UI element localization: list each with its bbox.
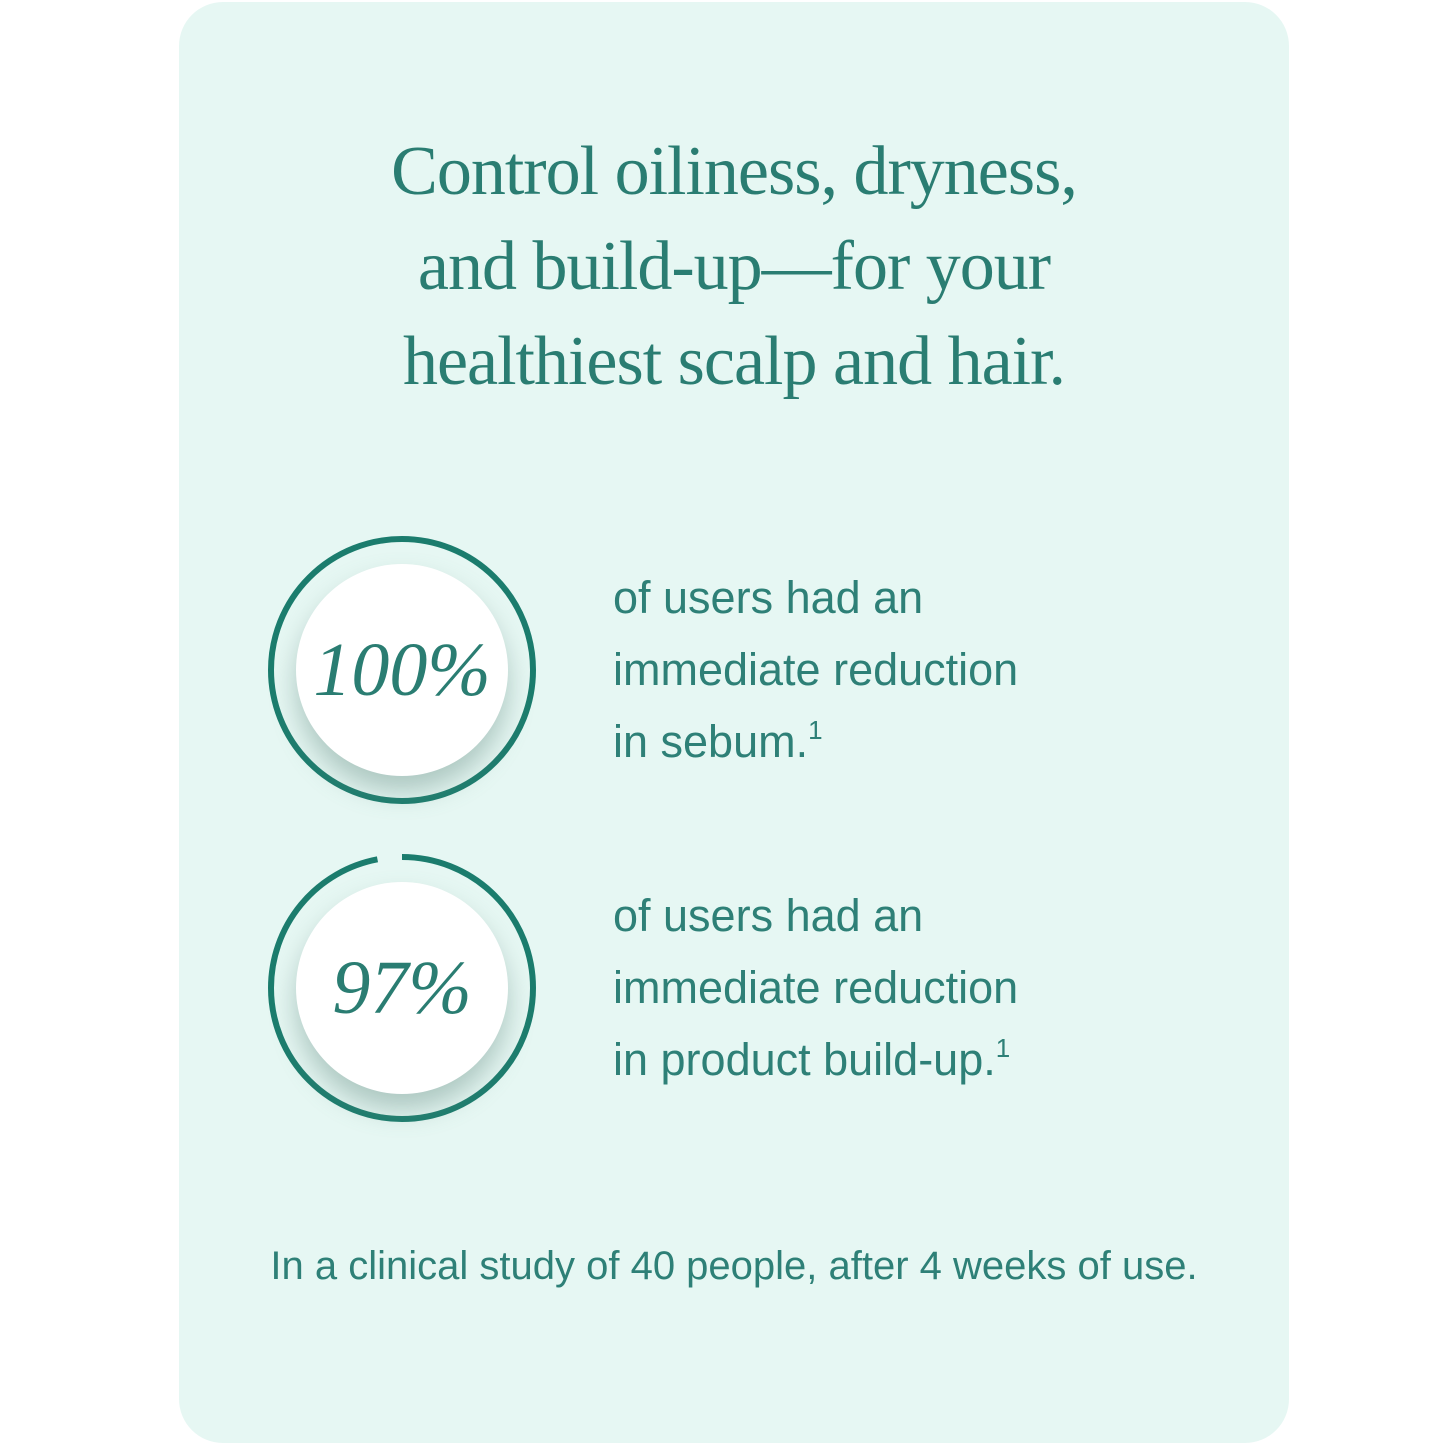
stat-value: 97% xyxy=(332,945,472,1030)
clinical-study-footnote: In a clinical study of 40 people, after … xyxy=(270,1244,1198,1288)
stat-description-line: immediate reduction xyxy=(613,644,1019,695)
stat-value: 100% xyxy=(313,627,491,712)
stat-card: Control oiliness, dryness, and build-up—… xyxy=(179,2,1289,1443)
stat-description: of users had an immediate reduction in p… xyxy=(613,880,1018,1096)
gauge-inner-circle: 97% xyxy=(296,882,508,1094)
stat-description-line: of users had an xyxy=(613,572,924,623)
gauge-buildup: 97% xyxy=(267,853,537,1123)
gauge-inner-circle: 100% xyxy=(296,564,508,776)
stat-description-line: in product build-up.1 xyxy=(613,1024,1018,1096)
progress-ring-icon xyxy=(268,854,536,1122)
stat-description-line: immediate reduction xyxy=(613,962,1019,1013)
stat-description-text: in sebum. xyxy=(613,716,809,767)
headline-line: Control oiliness, dryness, xyxy=(391,133,1078,210)
progress-ring-icon xyxy=(268,536,536,804)
footnote-marker: 1 xyxy=(808,715,823,745)
stat-row-sebum: 100% of users had an immediate reduction… xyxy=(267,535,1018,805)
stat-description-line: of users had an xyxy=(613,890,924,941)
stat-row-buildup: 97% of users had an immediate reduction … xyxy=(267,853,1018,1123)
stat-description: of users had an immediate reduction in s… xyxy=(613,562,1018,778)
gauge-sebum: 100% xyxy=(267,535,537,805)
footnote-marker: 1 xyxy=(995,1033,1011,1063)
headline: Control oiliness, dryness, and build-up—… xyxy=(179,124,1289,409)
headline-line: healthiest scalp and hair. xyxy=(402,323,1066,400)
stat-description-line: in sebum.1 xyxy=(613,706,1018,778)
headline-line: and build-up—for your xyxy=(417,228,1051,305)
stat-description-text: in product build-up. xyxy=(613,1034,996,1085)
